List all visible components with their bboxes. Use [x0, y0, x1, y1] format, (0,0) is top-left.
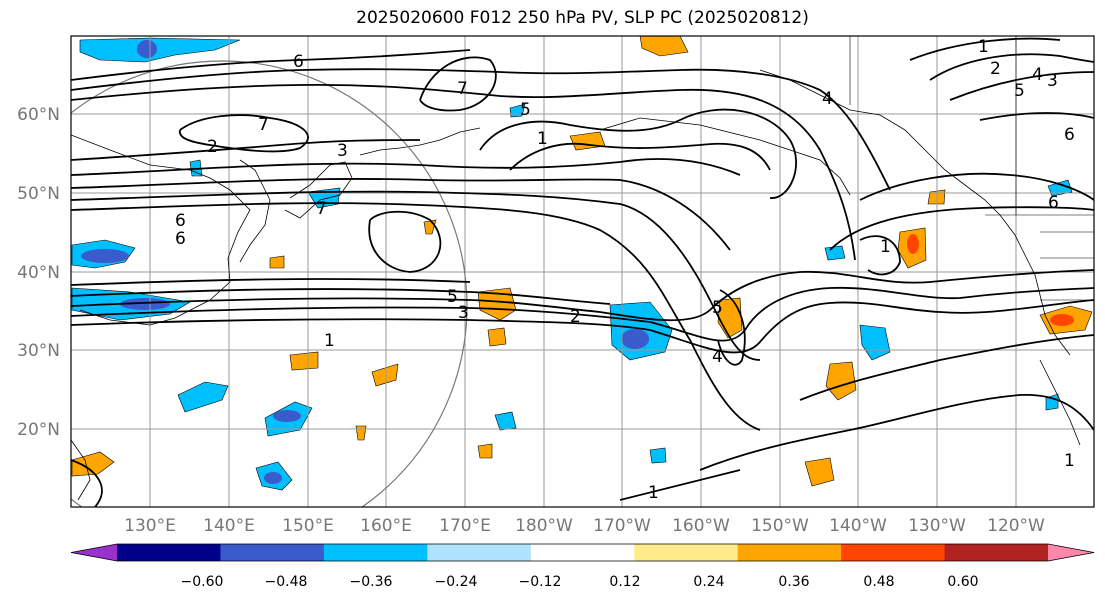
contour-label: 7 — [457, 79, 468, 99]
contour-label: 4 — [1032, 65, 1043, 85]
colorbar-tick-label: −0.12 — [519, 574, 562, 590]
colorbar-tick-label: −0.36 — [350, 574, 393, 590]
contour-label: 1 — [537, 129, 548, 149]
pv-contours — [71, 37, 1094, 507]
colorbar-tick-label: −0.60 — [181, 574, 224, 590]
colorbar-segment — [530, 544, 635, 561]
lon-label: 160°E — [360, 516, 412, 536]
lon-label: 130°E — [124, 516, 176, 536]
lon-label: 140°E — [203, 516, 255, 536]
range-ring — [71, 60, 468, 507]
lat-label: 40°N — [17, 263, 60, 283]
lon-label: 120°W — [987, 516, 1045, 536]
colorbar — [70, 543, 1095, 562]
contour-label: 6 — [175, 229, 186, 249]
contour-label: 6 — [175, 211, 186, 231]
lat-label: 50°N — [17, 184, 60, 204]
contour-label: 5 — [712, 298, 723, 318]
contour-label: 3 — [1047, 71, 1058, 91]
colorbar-tick-label: 0.48 — [863, 574, 894, 590]
colorbar-segment — [841, 544, 946, 561]
contour-labels: 6 7 5 1 3 7 6 2 4 5 3 2 1 6 7 1 5 3 4 2 … — [175, 37, 1075, 503]
colorbar-tick-label: 0.60 — [947, 574, 978, 590]
contour-label: 3 — [458, 303, 469, 323]
contour-label: 4 — [822, 89, 833, 109]
contour-label: 1 — [978, 37, 989, 57]
colorbar-extend-high — [1048, 544, 1094, 561]
pv-positive-fill — [71, 36, 1093, 487]
pv-anomaly-fill — [71, 37, 1073, 491]
lon-label: 130°W — [908, 516, 966, 536]
colorbar-segment — [117, 544, 221, 561]
lon-label: 150°W — [751, 516, 809, 536]
lon-label: 180°W — [515, 516, 573, 536]
colorbar-tick-label: 0.36 — [778, 574, 809, 590]
contour-label: 5 — [1014, 81, 1025, 101]
map-title: 2025020600 F012 250 hPa PV, SLP PC (2025… — [356, 8, 809, 28]
contour-label: 5 — [520, 100, 531, 120]
contour-label: 7 — [316, 199, 327, 219]
colorbar-outline — [70, 543, 1095, 562]
map-frame — [70, 35, 1095, 508]
lon-label: 170°W — [593, 516, 651, 536]
colorbar-segment — [634, 544, 739, 561]
lon-label: 140°W — [829, 516, 887, 536]
colorbar-segment — [944, 544, 1049, 561]
contour-label: 2 — [207, 137, 218, 157]
colorbar-tick-label: 0.12 — [609, 574, 640, 590]
contour-label: 7 — [258, 115, 269, 135]
colorbar-segment — [427, 544, 532, 561]
contour-label: 3 — [337, 141, 348, 161]
contour-label: 1 — [1064, 451, 1075, 471]
contour-label: 1 — [324, 331, 335, 351]
colorbar-tick-labels: −0.60 −0.48 −0.36 −0.24 −0.12 0.12 0.24 … — [181, 574, 979, 590]
contour-label: 1 — [648, 483, 659, 503]
lon-label: 160°W — [672, 516, 730, 536]
lat-label: 30°N — [17, 341, 60, 361]
lon-labels: 130°E 140°E 150°E 160°E 170°E 180°W 170°… — [124, 516, 1045, 536]
lon-label: 150°E — [282, 516, 334, 536]
colorbar-extend-low — [71, 544, 117, 561]
colorbar-tick-label: −0.48 — [265, 574, 308, 590]
colorbar-tick-label: 0.24 — [693, 574, 724, 590]
contour-label: 6 — [1064, 125, 1075, 145]
contour-label: 2 — [570, 307, 581, 327]
contour-label: 5 — [447, 287, 458, 307]
borders — [849, 36, 1094, 301]
contour-label: 6 — [293, 52, 304, 72]
lat-label: 60°N — [17, 105, 60, 125]
contour-label: 1 — [880, 237, 891, 257]
contour-label: 6 — [1048, 193, 1059, 213]
contour-label: 4 — [712, 347, 723, 367]
lat-labels: 60°N 50°N 40°N 30°N 20°N — [17, 105, 60, 440]
lat-label: 20°N — [17, 420, 60, 440]
colorbar-segment — [220, 544, 325, 561]
contour-label: 2 — [990, 59, 1001, 79]
colorbar-tick-label: −0.24 — [435, 574, 478, 590]
colorbar-segment — [323, 544, 428, 561]
colorbar-segment — [737, 544, 842, 561]
lon-label: 170°E — [439, 516, 491, 536]
